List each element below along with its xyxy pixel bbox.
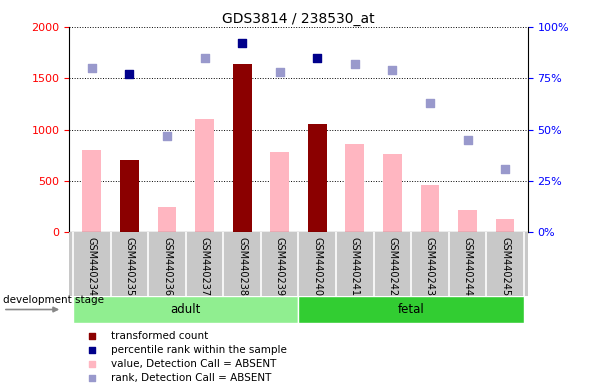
Bar [308, 124, 327, 232]
Point [162, 133, 172, 139]
Point [87, 65, 96, 71]
Point [350, 61, 359, 67]
Text: GSM440245: GSM440245 [500, 237, 510, 296]
Text: value, Detection Call = ABSENT: value, Detection Call = ABSENT [110, 359, 276, 369]
Bar [383, 154, 402, 232]
Title: GDS3814 / 238530_at: GDS3814 / 238530_at [222, 12, 375, 26]
Bar [120, 161, 139, 232]
Text: transformed count: transformed count [110, 331, 208, 341]
Text: GSM440238: GSM440238 [237, 237, 247, 296]
Point [463, 137, 472, 143]
Point [87, 347, 97, 353]
Point [87, 333, 97, 339]
Point [238, 40, 247, 46]
Text: rank, Detection Call = ABSENT: rank, Detection Call = ABSENT [110, 373, 271, 383]
Bar [83, 150, 101, 232]
Bar [195, 119, 214, 232]
Bar [157, 207, 177, 232]
Bar [73, 296, 298, 323]
Text: GSM440235: GSM440235 [124, 237, 134, 296]
Text: GSM440241: GSM440241 [350, 237, 360, 296]
Bar [420, 185, 440, 232]
Text: GSM440242: GSM440242 [387, 237, 397, 296]
Point [87, 375, 97, 381]
Text: development stage: development stage [3, 295, 104, 305]
Text: GSM440236: GSM440236 [162, 237, 172, 296]
Point [388, 67, 397, 73]
Text: GSM440234: GSM440234 [87, 237, 97, 296]
Bar [496, 219, 514, 232]
Bar [270, 152, 289, 232]
Bar [233, 64, 251, 232]
Bar [346, 144, 364, 232]
Point [500, 166, 510, 172]
Point [87, 361, 97, 367]
Text: GSM440243: GSM440243 [425, 237, 435, 296]
Point [200, 55, 209, 61]
Text: GSM440237: GSM440237 [200, 237, 210, 296]
Text: percentile rank within the sample: percentile rank within the sample [110, 345, 286, 355]
Point [125, 71, 134, 77]
Point [275, 69, 285, 75]
Point [425, 100, 435, 106]
Point [312, 55, 322, 61]
Text: GSM440244: GSM440244 [463, 237, 473, 296]
Text: GSM440239: GSM440239 [275, 237, 285, 296]
Text: fetal: fetal [398, 303, 425, 316]
Text: GSM440240: GSM440240 [312, 237, 322, 296]
Bar [298, 296, 524, 323]
Bar [458, 210, 477, 232]
Text: adult: adult [171, 303, 201, 316]
